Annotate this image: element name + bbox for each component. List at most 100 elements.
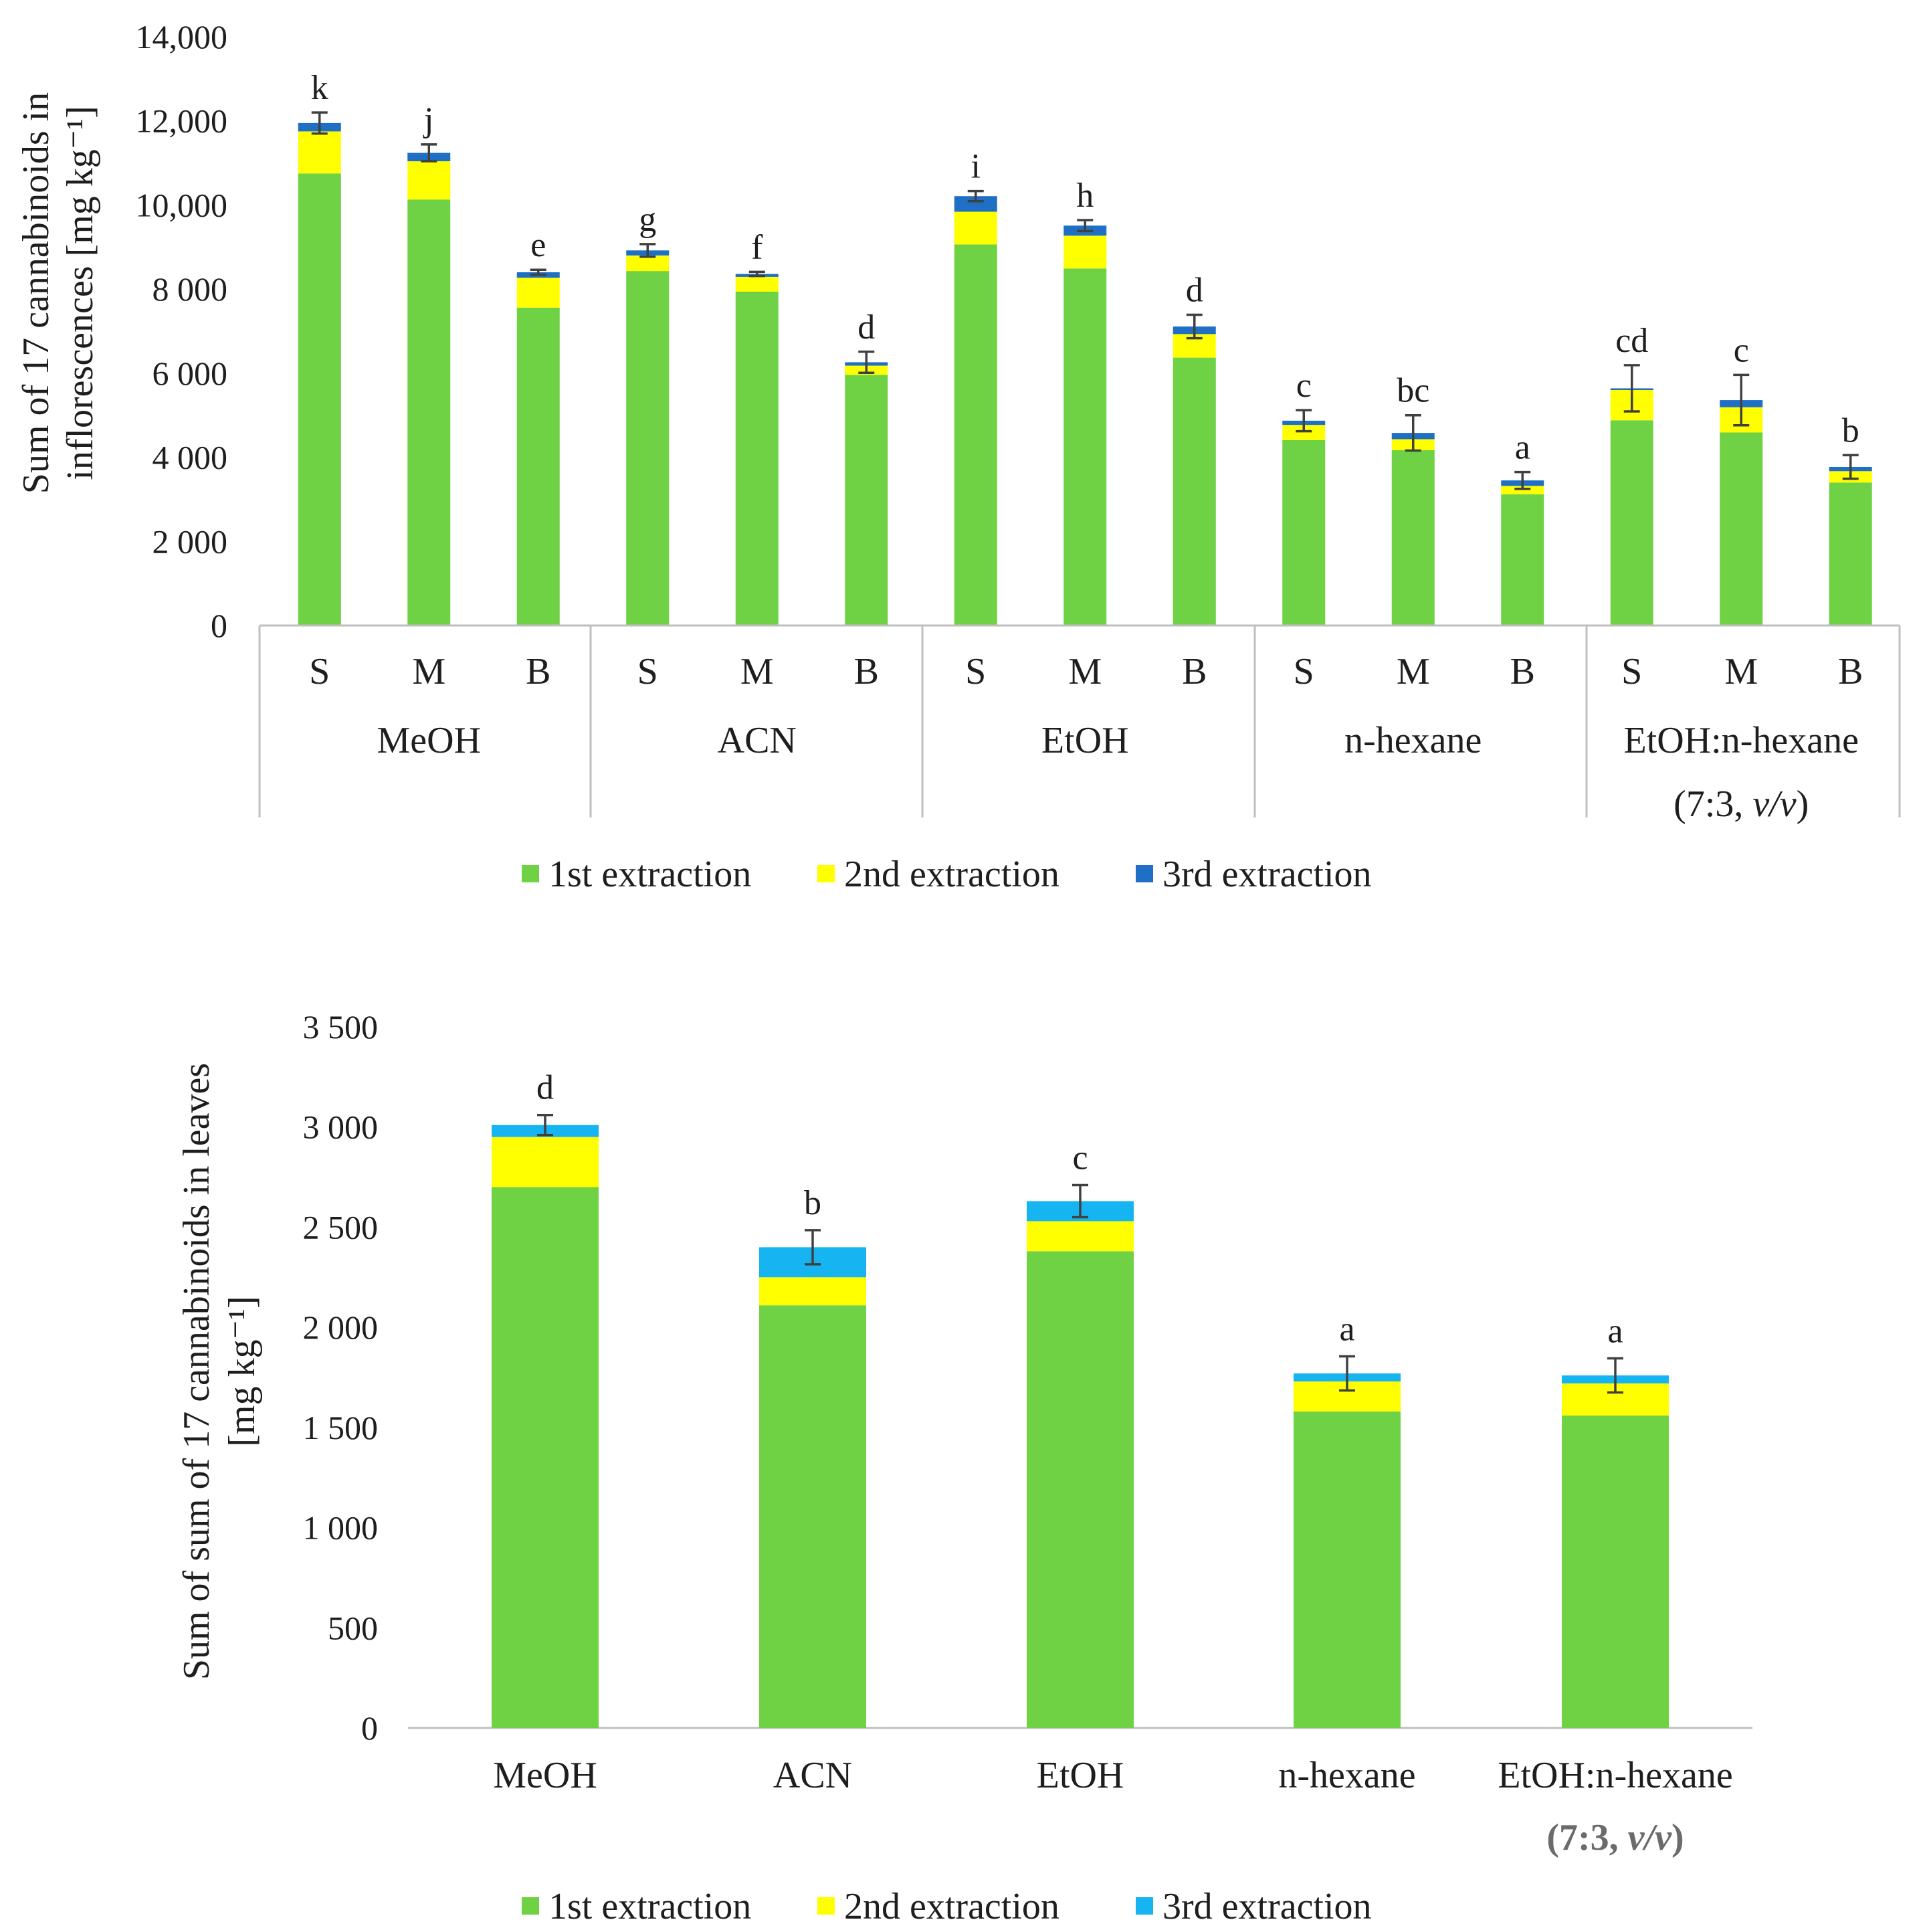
chart1-group-label-3: n-hexane xyxy=(1344,720,1482,761)
chart2-significance-label-2: c xyxy=(1072,1139,1088,1177)
chart1-bar-13-series-0 xyxy=(1720,432,1763,625)
chart1-significance-label-9: c xyxy=(1296,367,1312,405)
chart2-significance-label-0: d xyxy=(536,1069,554,1107)
chart1-bar-6-series-0 xyxy=(954,244,997,625)
chart1-category-label-5: B xyxy=(854,651,879,692)
chart1-bars: k j e g f d i h d c bc a cd c b xyxy=(298,69,1872,626)
chart1-bar-11-series-0 xyxy=(1501,494,1544,625)
chart1-legend-swatch-2 xyxy=(1136,865,1153,882)
chart1-significance-label-1: j xyxy=(423,101,433,139)
chart2-bar-1-series-1 xyxy=(759,1277,866,1306)
chart1-category-label-9: S xyxy=(1294,651,1314,692)
chart1-category-label-1: M xyxy=(412,651,445,692)
chart1-bar-11-series-1 xyxy=(1501,486,1544,494)
chart1-significance-label-6: i xyxy=(971,148,981,186)
chart1-group-label-1: ACN xyxy=(718,720,797,761)
chart1-bar-10-series-0 xyxy=(1391,450,1435,625)
chart1-y-tick-2: 4 000 xyxy=(153,439,228,476)
chart1-y-tick-5: 10,000 xyxy=(136,186,228,223)
chart1-y-tick-1: 2 000 xyxy=(153,522,228,560)
chart1-bar-3-series-1 xyxy=(626,255,670,272)
chart2-legend: 1st extraction 2nd extraction 3rd extracti… xyxy=(522,1886,1372,1927)
chart2-category-sublabel-4: (7:3, v/v) xyxy=(1546,1817,1684,1858)
chart1-group-sublabel-4: (7:3, v/v) xyxy=(1673,783,1809,825)
chart2-category-label-3: n-hexane xyxy=(1278,1755,1415,1796)
chart2-bar-4-series-0 xyxy=(1562,1415,1669,1728)
chart1-bar-2-series-0 xyxy=(516,307,560,625)
chart1-bar-4-series-0 xyxy=(735,291,779,625)
chart2-y-tick-0: 0 xyxy=(361,1709,378,1747)
chart1-group-labels: MeOH ACN EtOH n-hexane EtOH:n-hexane (7:3, v/… xyxy=(377,720,1858,825)
chart2-y-tick-5: 2 500 xyxy=(303,1208,379,1246)
chart2-y-tick-3: 1 500 xyxy=(303,1409,379,1446)
chart1-bar-14-series-0 xyxy=(1829,482,1872,625)
chart1-bar-7-series-1 xyxy=(1063,235,1107,269)
chart1-significance-label-2: e xyxy=(530,226,546,264)
chart2-y-tick-4: 2 000 xyxy=(303,1309,379,1346)
chart1-category-label-0: S xyxy=(309,651,330,692)
chart1-bar-6-series-2 xyxy=(954,196,997,212)
chart2-y-tick-2: 1 000 xyxy=(303,1509,379,1547)
chart1-group-label-2: EtOH xyxy=(1041,720,1129,761)
chart1-significance-label-7: h xyxy=(1076,177,1094,215)
chart2-y-tick-1: 500 xyxy=(328,1609,378,1646)
chart1-legend-swatch-1 xyxy=(817,865,835,882)
chart2-legend-swatch-2 xyxy=(1136,1897,1153,1915)
chart2-y-axis-label-line1: Sum of sum of 17 cannabinoids in leaves xyxy=(176,1063,217,1680)
chart2-legend-swatch-1 xyxy=(817,1897,835,1915)
chart1-y-axis-label-line2: inflorescences [mg kg⁻¹] xyxy=(60,106,101,480)
chart1-y-axis-label-line1: Sum of 17 cannabinoids in xyxy=(15,92,57,494)
chart2-y-axis-label-line2: [mg kg⁻¹] xyxy=(221,1296,263,1446)
chart1-significance-label-8: d xyxy=(1186,271,1203,309)
chart1-category-label-3: S xyxy=(637,651,658,692)
chart1-y-tick-3: 6 000 xyxy=(153,355,228,392)
chart2-bar-1-series-0 xyxy=(759,1305,866,1728)
chart2-legend-swatch-0 xyxy=(522,1897,539,1915)
chart2-bar-2-series-0 xyxy=(1027,1251,1134,1728)
chart2-legend-label-2: 3rd extraction xyxy=(1162,1886,1372,1927)
chart2-significance-label-1: b xyxy=(804,1184,821,1222)
chart2-bar-0-series-1 xyxy=(492,1137,599,1187)
chart1-bar-1-series-1 xyxy=(407,161,451,200)
chart2-y-tick-7: 3 500 xyxy=(303,1008,379,1046)
chart1-significance-label-14: b xyxy=(1842,411,1859,450)
chart1-legend: 1st extraction 2nd extraction 3rd extracti… xyxy=(522,854,1372,895)
chart1-significance-label-4: f xyxy=(751,228,763,266)
chart1-category-label-10: M xyxy=(1397,651,1430,692)
chart1-significance-label-12: cd xyxy=(1615,322,1648,360)
chart1-group-dividers xyxy=(258,625,1901,817)
chart1-category-label-7: M xyxy=(1068,651,1102,692)
chart2-bar-2-series-1 xyxy=(1027,1221,1134,1252)
chart1-significance-label-13: c xyxy=(1734,331,1749,369)
chart1-category-label-12: S xyxy=(1621,651,1642,692)
chart1-y-tick-6: 12,000 xyxy=(136,102,228,140)
chart1-category-label-2: B xyxy=(526,651,550,692)
chart1-significance-label-5: d xyxy=(857,308,875,347)
chart1-legend-swatch-0 xyxy=(522,865,539,882)
chart1-category-label-14: B xyxy=(1838,651,1863,692)
chart1-significance-label-11: a xyxy=(1515,429,1530,467)
chart1-legend-label-1: 2nd extraction xyxy=(844,854,1059,895)
chart2-category-label-2: EtOH xyxy=(1037,1755,1124,1796)
chart1-category-label-13: M xyxy=(1724,651,1758,692)
chart1-significance-label-3: g xyxy=(639,201,656,239)
chart1-significance-label-0: k xyxy=(311,69,328,107)
chart2-bars: d b c a a xyxy=(492,1069,1669,1728)
chart1-category-label-8: B xyxy=(1182,651,1207,692)
chart1-group-label-4: EtOH:n-hexane xyxy=(1624,720,1859,761)
chart1-bar-3-series-0 xyxy=(626,271,670,626)
chart1-y-ticks: 0 2 000 4 000 6 000 8 000 10,000 12,000 14,000 xyxy=(136,18,228,644)
chart1-bar-1-series-0 xyxy=(407,199,451,625)
chart2-bar-0-series-0 xyxy=(492,1187,599,1728)
chart2-legend-label-1: 2nd extraction xyxy=(844,1886,1059,1927)
chart1-group-label-0: MeOH xyxy=(377,720,481,761)
chart1-bar-9-series-0 xyxy=(1282,440,1326,625)
chart1-bar-6-series-1 xyxy=(954,211,997,245)
chart2-category-label-4: EtOH:n-hexane xyxy=(1498,1755,1732,1796)
chart1-legend-label-0: 1st extraction xyxy=(548,854,751,895)
chart1-bar-9-series-1 xyxy=(1282,425,1326,440)
inflorescence-chart: Sum of 17 cannabinoids in inflorescences… xyxy=(15,18,1901,895)
leaves-chart: Sum of sum of 17 cannabinoids in leaves … xyxy=(176,1008,1752,1927)
